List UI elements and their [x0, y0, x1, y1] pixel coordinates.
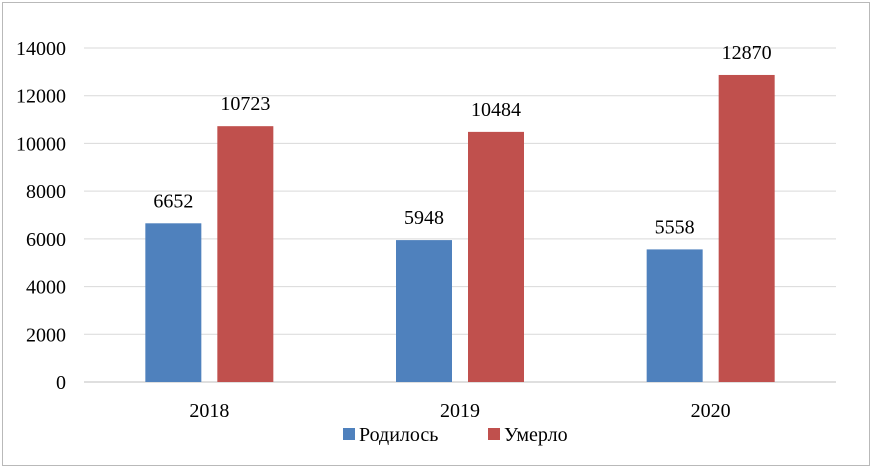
data-label: 5558: [655, 216, 695, 238]
data-labels: 6652 10723 5948 10484 5558 12870: [153, 42, 771, 238]
data-label: 10723: [220, 93, 270, 115]
bar-died-2018: [217, 126, 274, 382]
y-tick-label: 6000: [26, 229, 66, 251]
y-tick-label: 8000: [26, 181, 66, 203]
legend: Родилось Умерло: [343, 424, 568, 446]
legend-swatch: [343, 428, 355, 440]
bar-died-2020: [718, 74, 775, 383]
x-tick-label: 2019: [440, 400, 480, 422]
y-tick-label: 0: [56, 372, 66, 394]
x-axis-ticks: 2018 2019 2020: [189, 400, 730, 422]
legend-swatch: [488, 428, 500, 440]
y-tick-label: 12000: [16, 86, 66, 108]
y-tick-label: 2000: [26, 324, 66, 346]
bar-died-2019: [468, 131, 524, 382]
y-tick-label: 10000: [16, 133, 66, 155]
x-tick-label: 2018: [189, 400, 229, 422]
gridlines: [84, 47, 836, 383]
legend-label: Умерло: [504, 424, 568, 446]
data-label: 6652: [153, 190, 193, 212]
y-tick-label: 14000: [16, 38, 66, 60]
data-label: 10484: [471, 99, 521, 121]
bar-born-2018: [145, 223, 202, 382]
x-tick-label: 2020: [691, 400, 731, 422]
bar-born-2020: [646, 249, 703, 382]
y-axis-ticks: 0 2000 4000 6000 8000 10000 12000 14000: [16, 38, 66, 394]
data-label: 12870: [722, 42, 772, 64]
bar-born-2019: [396, 240, 452, 382]
bars: [145, 74, 775, 383]
data-label: 5948: [404, 207, 444, 229]
legend-label: Родилось: [359, 424, 438, 446]
y-tick-label: 4000: [26, 277, 66, 299]
